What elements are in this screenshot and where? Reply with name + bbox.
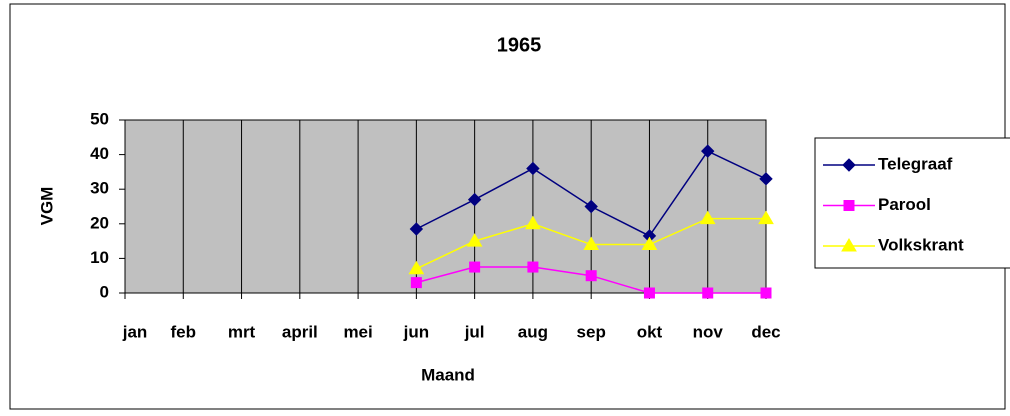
marker — [585, 270, 597, 282]
marker — [758, 210, 774, 225]
x-tick-label: mrt — [228, 322, 256, 341]
x-tick-label: jun — [403, 322, 430, 341]
marker — [584, 199, 598, 214]
marker — [583, 236, 600, 251]
marker — [760, 287, 772, 299]
x-tick-label: aug — [518, 322, 548, 341]
x-tick-label: dec — [751, 322, 780, 341]
chart-title: 1965 — [497, 34, 542, 56]
marker — [643, 287, 655, 299]
x-tick-label: april — [282, 322, 318, 341]
marker — [467, 192, 482, 207]
marker — [469, 261, 481, 273]
x-tick-label: okt — [637, 322, 663, 341]
y-tick-label: 30 — [90, 179, 109, 198]
x-tick-label: jul — [464, 322, 485, 341]
legend-label: Parool — [878, 195, 931, 214]
marker — [525, 215, 541, 230]
x-tick-label: sep — [577, 322, 606, 341]
marker — [701, 144, 715, 158]
marker — [527, 261, 539, 273]
marker — [526, 161, 540, 176]
marker — [702, 287, 714, 299]
y-tick-label: 50 — [90, 109, 109, 128]
legend-label: Telegraaf — [878, 154, 953, 173]
x-axis-label: Maand — [421, 365, 475, 384]
marker — [759, 172, 773, 186]
x-tick-label: jan — [122, 322, 148, 341]
y-tick-label: 40 — [90, 144, 109, 163]
legend-marker — [841, 238, 857, 252]
marker — [466, 233, 483, 247]
marker — [699, 210, 716, 225]
y-axis-label: VGM — [37, 187, 56, 226]
marker — [641, 236, 658, 251]
y-tick-label: 0 — [100, 282, 109, 301]
marker — [410, 277, 422, 289]
x-tick-label: nov — [693, 322, 724, 341]
legend-marker — [842, 158, 856, 172]
legend-marker — [843, 200, 855, 211]
y-tick-label: 10 — [90, 248, 109, 267]
marker — [408, 260, 425, 275]
marker — [409, 222, 424, 236]
plot-area — [124, 119, 767, 294]
x-tick-label: mei — [343, 322, 372, 341]
legend-label: Volkskrant — [878, 235, 964, 254]
x-tick-label: feb — [171, 322, 197, 341]
y-tick-label: 20 — [90, 213, 109, 232]
